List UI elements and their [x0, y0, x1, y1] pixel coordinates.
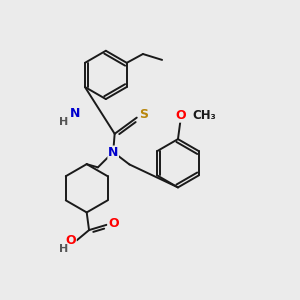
Text: S: S	[140, 108, 148, 121]
Text: O: O	[108, 217, 119, 230]
Text: O: O	[65, 234, 76, 247]
Text: O: O	[175, 109, 186, 122]
Text: N: N	[108, 146, 119, 159]
Text: H: H	[59, 117, 68, 127]
Text: H: H	[59, 244, 68, 254]
Text: CH₃: CH₃	[193, 109, 216, 122]
Text: N: N	[69, 107, 80, 120]
